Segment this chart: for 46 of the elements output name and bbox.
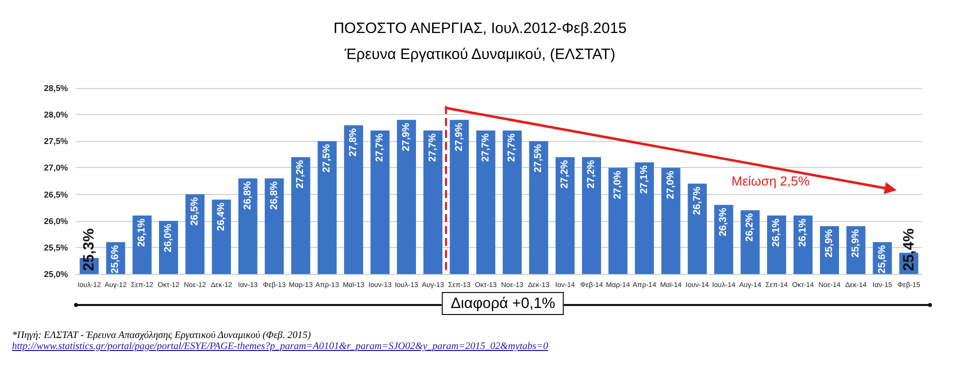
data-label: 25,6% <box>110 245 122 274</box>
y-tick-label: 27,5% <box>44 136 68 146</box>
data-label: 26,5% <box>189 197 200 226</box>
data-label: 27,5% <box>322 144 333 172</box>
y-tick-label: 26,0% <box>44 216 68 226</box>
y-tick-label: 28,5% <box>44 83 68 93</box>
data-label: 26,1% <box>798 218 809 247</box>
data-label: 26,4% <box>216 202 227 231</box>
data-label: 27,2% <box>586 160 598 188</box>
chart-subtitle: Έρευνα Εργατικού Δυναμικού, (ΕΛΣΤΑΤ) <box>344 46 616 63</box>
data-label: 27,7% <box>480 133 492 162</box>
data-label: 26,3% <box>718 208 730 236</box>
text: *Πηγή: ΕΛΣΤΑΤ - Έρευνα Απασχόλησης Εργατικού Δυναμικού (Φεβ. 2015) <box>12 330 312 341</box>
data-label: 27,2% <box>560 160 571 188</box>
data-label: 27,7% <box>427 133 438 162</box>
annotation: Μείωση 2,5% <box>732 174 810 188</box>
text: Διαφορά +0,1% <box>442 292 564 315</box>
data-label: 27,9% <box>400 122 412 152</box>
data-label: 27,8% <box>348 128 360 157</box>
data-label: 25,9% <box>850 229 862 258</box>
data-label: 26,2% <box>744 213 756 242</box>
data-label: 27,7% <box>374 133 386 162</box>
data-label: 27,0% <box>665 170 676 200</box>
y-tick-label: 27,0% <box>44 162 68 173</box>
data-label: 27,1% <box>638 165 650 194</box>
y-tick-label: 25,0% <box>44 269 68 279</box>
y-tick-label: 28,0% <box>44 110 68 120</box>
data-label: 26,1% <box>136 218 148 247</box>
y-tick-label: 25,5% <box>44 242 68 252</box>
data-label: 25,3% <box>80 228 98 271</box>
data-label: 27,9% <box>454 122 465 152</box>
data-label: 27,0% <box>612 170 624 200</box>
y-tick-label: 26,5% <box>44 189 68 200</box>
data-label: 26,8% <box>268 181 280 210</box>
data-label: 27,7% <box>506 133 518 162</box>
data-label: 25,4% <box>900 228 918 271</box>
data-label: 26,7% <box>692 186 703 216</box>
data-label: 27,5% <box>533 144 544 172</box>
data-label: 26,0% <box>163 224 174 252</box>
data-label: 26,1% <box>771 218 782 247</box>
data-label: 27,2% <box>295 160 306 188</box>
data-label: 26,8% <box>242 181 254 210</box>
data-label: 25,9% <box>824 229 835 258</box>
chart-title: ΠΟΣΟΣΤΟ ΑΝΕΡΓΙΑΣ, Ιουλ.2012-Φεβ.2015 <box>333 20 627 37</box>
text: http://www.statistics.gr/portal/page/portal/ESYE/PAGE-themes?p_param=A0101&r_param=SJO02&y_param=2015_02&mytabs=0 <box>12 341 548 352</box>
data-label: 25,6% <box>876 245 888 274</box>
